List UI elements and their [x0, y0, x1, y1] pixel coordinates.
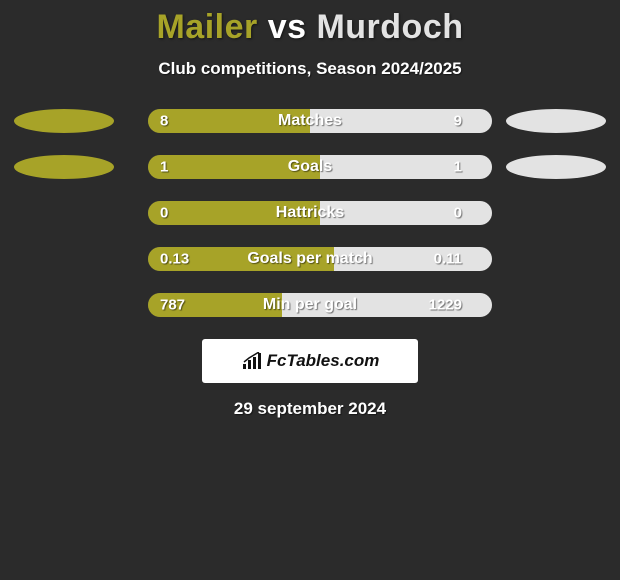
bar-value-left: 0.13 — [160, 251, 189, 268]
title-right: Murdoch — [316, 8, 463, 46]
page-title: Mailer vs Murdoch — [0, 8, 620, 47]
comparison-row: 1 1 Goals — [10, 155, 610, 179]
bar-label: Goals per match — [247, 250, 372, 268]
attribution-text: FcTables.com — [267, 351, 380, 371]
comparison-row: 0.13 0.11 Goals per match — [10, 247, 610, 271]
bar-value-left: 1 — [160, 159, 168, 176]
bar-segment-right — [320, 155, 492, 179]
title-vs: vs — [268, 8, 307, 46]
bar-label: Matches — [278, 112, 342, 130]
attribution-badge[interactable]: FcTables.com — [202, 339, 418, 383]
bar-value-right: 0 — [454, 205, 462, 222]
chart-icon — [241, 352, 263, 370]
bar-value-right: 0.11 — [434, 251, 462, 268]
player-marker-left — [14, 109, 114, 133]
bar-label: Min per goal — [263, 296, 357, 314]
bar-value-right: 1229 — [429, 297, 462, 314]
bar-value-right: 1 — [454, 159, 462, 176]
title-left: Mailer — [156, 8, 257, 46]
bar-value-right: 9 — [454, 113, 462, 130]
bar-label: Hattricks — [276, 204, 344, 222]
bar-value-left: 8 — [160, 113, 168, 130]
bar-segment-right — [320, 201, 492, 225]
bar-value-left: 0 — [160, 205, 168, 222]
player-marker-right — [506, 155, 606, 179]
player-marker-left — [14, 155, 114, 179]
comparison-row: 787 1229 Min per goal — [10, 293, 610, 317]
comparison-row: 0 0 Hattricks — [10, 201, 610, 225]
player-marker-right — [506, 109, 606, 133]
bar-value-left: 787 — [160, 297, 185, 314]
comparison-row: 8 9 Matches — [10, 109, 610, 133]
bar-label: Goals — [288, 158, 332, 176]
subtitle: Club competitions, Season 2024/2025 — [0, 59, 620, 79]
date-text: 29 september 2024 — [0, 399, 620, 419]
comparison-widget: Mailer vs Murdoch Club competitions, Sea… — [0, 0, 620, 419]
comparison-rows: 8 9 Matches 1 1 Goals 0 0 Hattricks 0.13 0.11 Goals… — [0, 109, 620, 317]
